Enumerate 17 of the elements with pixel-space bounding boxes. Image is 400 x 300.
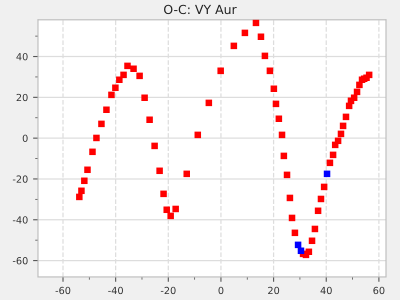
chart-title: O-C: VY Aur bbox=[164, 4, 237, 14]
x-tick-label: -60 bbox=[56, 286, 70, 294]
point bbox=[294, 242, 302, 248]
y-tick-label: 0 bbox=[22, 134, 28, 142]
x-tick-label: 60 bbox=[373, 286, 384, 294]
point bbox=[298, 248, 304, 254]
x-tick-label: 20 bbox=[268, 286, 280, 294]
y-tick-label: -60 bbox=[12, 257, 28, 264]
x-tick-label: 40 bbox=[320, 286, 332, 294]
x-tick-label: -20 bbox=[160, 286, 176, 294]
y-tick-label: 20 bbox=[16, 94, 28, 102]
y-tick-label: -40 bbox=[12, 216, 28, 224]
point bbox=[324, 170, 330, 178]
x-tick-label: 0 bbox=[218, 286, 224, 294]
y-tick-label: 40 bbox=[16, 53, 28, 60]
y-tick-label: -20 bbox=[12, 175, 28, 183]
x-tick-label: -40 bbox=[108, 286, 123, 294]
